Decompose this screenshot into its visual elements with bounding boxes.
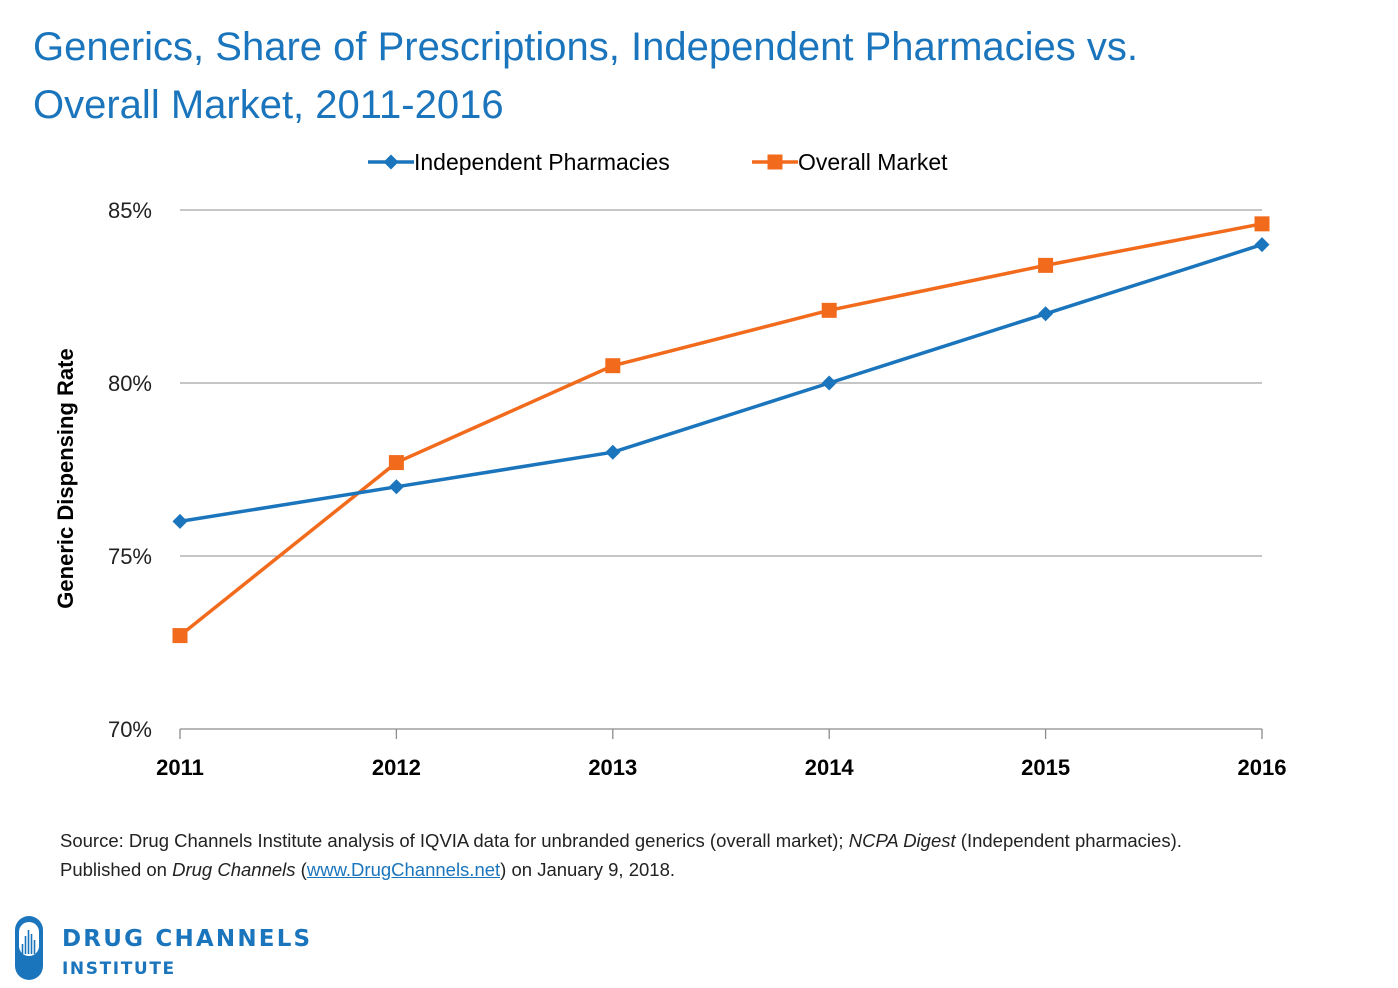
chart-title: Generics, Share of Prescriptions, Indepe…	[33, 18, 1373, 134]
data-point-diamond	[388, 479, 404, 495]
legend-label: Overall Market	[798, 149, 948, 175]
series-line-overall	[178, 222, 1263, 637]
data-point-square	[1254, 216, 1270, 232]
data-point-square	[172, 628, 188, 644]
y-tick-label: 85%	[108, 198, 152, 223]
x-tick-label: 2011	[156, 755, 204, 780]
source-publication: NCPA Digest	[848, 830, 956, 851]
data-point-square	[821, 302, 837, 318]
source-link[interactable]: www.DrugChannels.net	[306, 859, 501, 880]
source-text: ) on January 9, 2018.	[500, 859, 676, 880]
line-chart: 70% 75% 80% 85% 2011 2012 2013 2014 2015 2016 Gene…	[53, 149, 1287, 780]
source-text: (	[295, 859, 307, 880]
y-tick-label: 75%	[108, 544, 152, 569]
data-point-square	[388, 455, 404, 471]
series-line-independent	[179, 242, 1263, 524]
x-tick-label: 2015	[1021, 755, 1070, 780]
source-text: Published on	[60, 859, 173, 880]
source-note: Source: Drug Channels Institute analysis…	[60, 826, 1380, 884]
data-point-diamond	[1254, 237, 1270, 253]
drug-channels-logo-icon	[15, 916, 43, 980]
data-point-diamond	[605, 444, 621, 460]
data-point-square	[605, 358, 621, 374]
data-point-square	[1038, 257, 1054, 273]
x-tick-label: 2013	[588, 755, 637, 780]
x-tick-label: 2014	[805, 755, 855, 780]
source-text: Source: Drug Channels Institute analysis…	[60, 830, 849, 851]
logo-line-1: DRUG CHANNELS	[62, 926, 313, 952]
y-tick-label: 80%	[108, 371, 152, 396]
legend-label: Independent Pharmacies	[414, 149, 670, 175]
y-axis-title: Generic Dispensing Rate	[53, 348, 78, 608]
source-text: (Independent pharmacies).	[955, 830, 1182, 851]
x-tick-label: 2012	[372, 755, 421, 780]
data-point-diamond	[172, 513, 188, 529]
y-tick-label: 70%	[108, 717, 152, 742]
x-tick-label: 2016	[1238, 755, 1287, 780]
data-point-square	[767, 154, 783, 170]
data-point-diamond	[1038, 306, 1054, 322]
logo-wordmark: DRUG CHANNELS INSTITUTE	[62, 924, 312, 981]
title-line-2: Overall Market, 2011-2016	[33, 83, 504, 127]
logo-line-2: INSTITUTE	[62, 959, 176, 979]
data-point-diamond	[383, 154, 399, 170]
title-line-1: Generics, Share of Prescriptions, Indepe…	[33, 25, 1138, 69]
data-point-diamond	[821, 375, 837, 391]
source-publication: Drug Channels	[172, 859, 296, 880]
